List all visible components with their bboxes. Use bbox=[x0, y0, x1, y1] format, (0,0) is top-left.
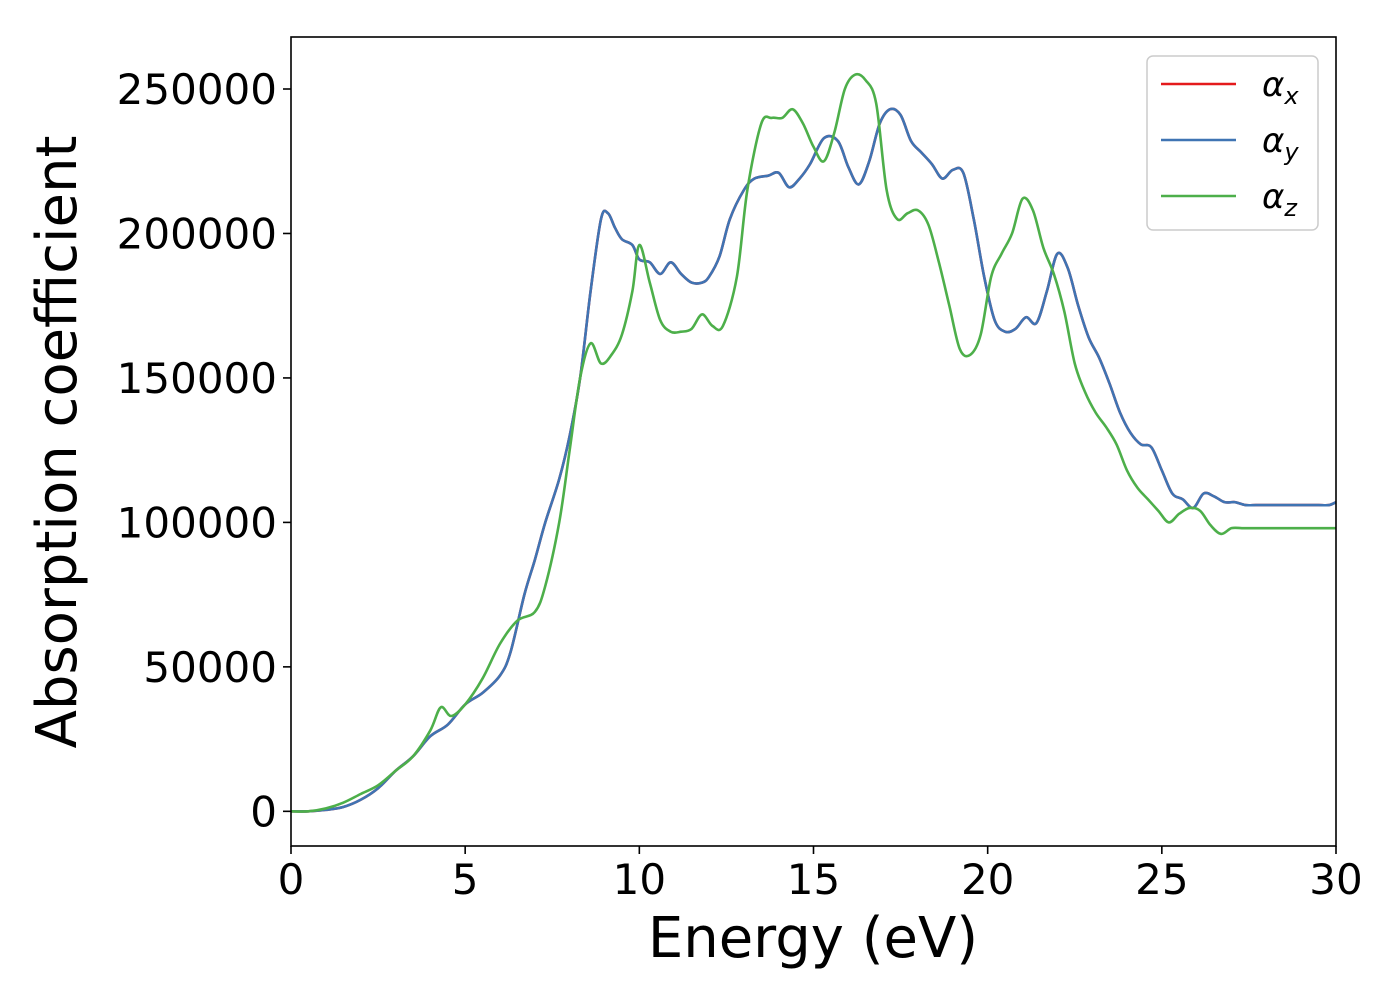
x-tick-label: 10 bbox=[613, 855, 666, 904]
x-tick-label: 20 bbox=[961, 855, 1014, 904]
x-tick-label: 0 bbox=[278, 855, 305, 904]
series-line-alpha-z bbox=[291, 72, 1336, 813]
x-tick-label: 25 bbox=[1135, 855, 1188, 904]
y-axis-ticks: 0 50000 100000 150000 200000 250000 bbox=[117, 65, 291, 836]
y-tick-label: 50000 bbox=[143, 643, 277, 692]
x-axis-title: Energy (eV) bbox=[648, 906, 978, 971]
series-layer bbox=[291, 72, 1336, 813]
series-line-alpha-y bbox=[291, 107, 1336, 813]
y-tick-label: 100000 bbox=[117, 498, 277, 547]
y-tick-label: 150000 bbox=[117, 354, 277, 403]
x-tick-label: 30 bbox=[1309, 855, 1362, 904]
legend-box bbox=[1146, 55, 1319, 231]
x-tick-label: 15 bbox=[787, 855, 840, 904]
y-tick-label: 0 bbox=[250, 787, 277, 836]
y-tick-label: 250000 bbox=[117, 65, 277, 114]
x-tick-label: 5 bbox=[452, 855, 479, 904]
x-axis-ticks: 0 5 10 15 20 25 30 bbox=[278, 846, 1363, 904]
y-tick-label: 200000 bbox=[117, 209, 277, 258]
y-axis-title: Absorption coefficient bbox=[25, 136, 90, 749]
